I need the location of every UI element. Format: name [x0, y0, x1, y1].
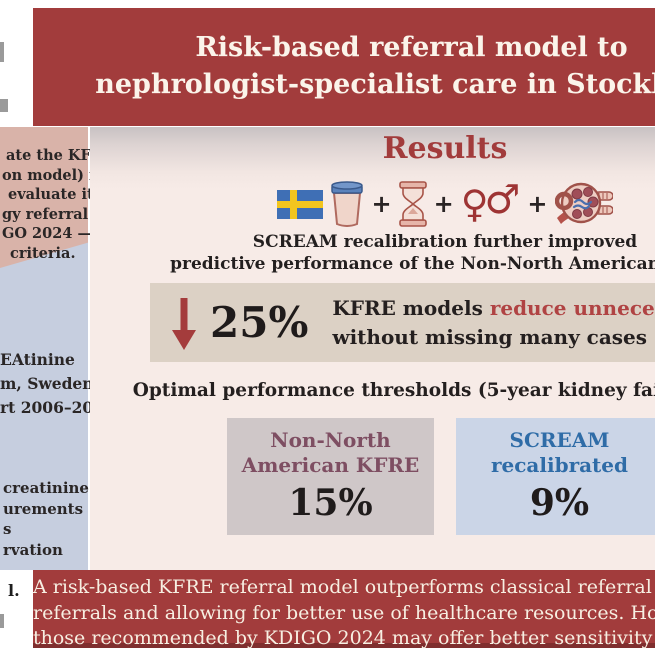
threshold-boxes: Non-North American KFRE 15% SCREAM recal…: [90, 418, 655, 535]
text-fragment: evaluate its: [8, 186, 102, 203]
text-fragment: rvation: [3, 540, 63, 559]
conclusion-line2: referrals and allowing for better use of…: [33, 601, 655, 624]
box-value: 9%: [529, 482, 590, 524]
box-label-line1: SCREAM: [509, 428, 610, 452]
down-arrow-icon: [172, 297, 196, 350]
results-title: Results: [382, 131, 508, 166]
text-fragment: l.: [8, 581, 20, 600]
text-fragment: on model) in: [2, 166, 106, 184]
box-value: 15%: [288, 482, 373, 524]
text-fragment: creatinine: [3, 479, 89, 497]
sidebar-aim-section: [0, 127, 88, 268]
threshold-box-scream: SCREAM recalibrated 9%: [456, 418, 655, 535]
sidebar-aim-text: ate the KFRE on model) in evaluate its g…: [0, 146, 114, 263]
male-symbol-icon: ♂: [484, 177, 521, 223]
sidebar-measurements-text: creatinine urements s rvation: [0, 478, 89, 560]
text-fragment: urements: [3, 499, 84, 518]
crop-artifact: [0, 99, 8, 112]
sex-symbols-icon: ♀ ♂: [460, 180, 521, 226]
text-fragment: criteria.: [10, 244, 76, 262]
results-subtitle-line1: SCREAM recalibration further improved: [252, 232, 638, 252]
sidebar-cohort-text: EAtinine m, Sweden rt 2006–2021: [0, 348, 115, 420]
flag-cross-horizontal: [277, 200, 324, 208]
text-fragment: rt 2006–2021: [0, 398, 115, 417]
female-symbol-icon: ♀: [460, 182, 489, 226]
header-title-line2: nephrologist-specialist care in Stockhol…: [95, 69, 655, 100]
urine-sample-cup-icon: [331, 181, 364, 227]
conclusion-line1: A risk-based KFRE referral model outperf…: [33, 576, 655, 598]
header-title-line1: Risk-based referral model to: [195, 32, 628, 63]
reduction-percent: 25%: [210, 298, 309, 347]
plus-sign: +: [433, 190, 454, 218]
results-subtitle-line2: predictive performance of the Non-North …: [170, 254, 655, 274]
text-fragment: EAtinine: [0, 350, 75, 369]
plus-sign: +: [527, 190, 548, 218]
text-fragment: GO 2024 —: [2, 225, 92, 242]
highlight-band: 25% KFRE models reduce unnecessary refer…: [150, 283, 655, 362]
threshold-box-kfre: Non-North American KFRE 15%: [227, 418, 434, 535]
conclusion-banner: A risk-based KFRE referral model outperf…: [33, 570, 655, 649]
crop-artifact: [0, 42, 4, 62]
conclusion-line3: those recommended by KDIGO 2024 may offe…: [33, 627, 655, 649]
box-label-line2: recalibrated: [490, 453, 629, 477]
highlight-line2: without missing many cases: [332, 324, 648, 349]
highlight-line1-red: reduce unnecessary referrals: [489, 295, 655, 320]
hourglass-icon: [398, 181, 427, 227]
text-fragment: s: [3, 520, 12, 538]
text-fragment: ate the KFRE: [6, 147, 114, 164]
crop-artifact: [0, 614, 4, 628]
text-fragment: m, Sweden: [0, 374, 94, 393]
plus-sign: +: [371, 190, 392, 218]
box-label-line2: American KFRE: [241, 453, 420, 477]
highlight-text: KFRE models reduce unnecessary referrals…: [332, 294, 655, 352]
flag-cross-vertical: [290, 189, 298, 219]
box-label-line1: Non-North: [270, 428, 391, 452]
results-icons-row: + + ♀ ♂ +: [90, 173, 655, 235]
highlight-line1-black: KFRE models: [332, 295, 490, 320]
thresholds-heading: Optimal performance thresholds (5-year k…: [132, 380, 655, 401]
sweden-flag-icon: [277, 189, 324, 219]
text-fragment: gy referral —: [2, 205, 108, 223]
highlight-line1: KFRE models reduce unnecessary referrals: [332, 294, 655, 323]
header-banner: Risk-based referral model to nephrologis…: [33, 8, 655, 126]
results-panel: Results + + ♀ ♂ +: [90, 127, 655, 570]
glomerulus-icon: [554, 182, 613, 224]
